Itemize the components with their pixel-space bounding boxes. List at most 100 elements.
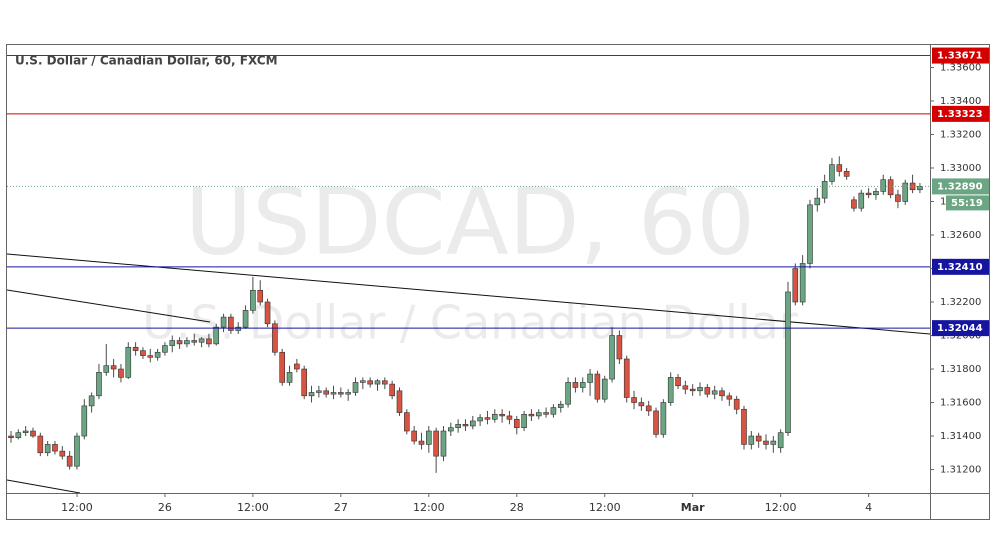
candle-body <box>213 326 220 345</box>
candle-body <box>579 382 586 388</box>
candle-body <box>653 410 659 435</box>
x-tick-label: 12:00 <box>61 501 93 514</box>
candle-body <box>557 403 564 408</box>
candle-body <box>623 358 630 398</box>
candle-body <box>433 430 439 457</box>
candle-body <box>572 382 579 388</box>
candle-body <box>455 424 461 428</box>
candle-body <box>272 323 278 353</box>
y-tick-label: 1.31800 <box>940 364 981 375</box>
candle-body <box>316 390 322 393</box>
watermark-symbol: USDCAD, 60 <box>185 168 755 275</box>
y-tick-label: 1.33000 <box>940 163 981 174</box>
candle-body <box>411 430 417 442</box>
level-label: 1.32410 <box>937 262 983 273</box>
candle-body <box>374 380 381 385</box>
trend-line <box>6 289 211 323</box>
candle-body <box>118 368 124 378</box>
level-label: 1.33671 <box>937 51 983 62</box>
candle-body <box>895 194 901 202</box>
level-label-box <box>932 47 989 64</box>
candle-body <box>858 192 865 209</box>
candle-body <box>404 412 410 432</box>
level-label: 1.32044 <box>937 323 983 334</box>
candle-body <box>81 405 88 437</box>
x-tick-label: 28 <box>510 501 524 514</box>
candle-body <box>132 346 139 351</box>
candle-body <box>741 408 747 445</box>
candle-body <box>484 417 491 420</box>
chart-title: U.S. Dollar / Canadian Dollar, 60, FXCM <box>15 54 278 68</box>
y-tick-label: 1.31600 <box>940 398 981 409</box>
candle-body <box>917 186 923 191</box>
candle-body <box>477 417 483 422</box>
candle-body <box>785 291 791 433</box>
candle-body <box>631 397 637 403</box>
candle-body <box>543 412 549 415</box>
candle-body <box>836 164 843 172</box>
candle-body <box>74 435 80 467</box>
candle-body <box>792 268 799 303</box>
candle-body <box>491 413 498 420</box>
frame <box>6 44 990 520</box>
candle-body <box>755 435 762 442</box>
y-tick-label: 1.31400 <box>940 431 981 442</box>
candle-body <box>37 435 44 454</box>
candle-body <box>697 387 703 392</box>
candle-body <box>22 430 29 433</box>
candle-body <box>88 395 95 407</box>
candle-body <box>748 435 755 445</box>
countdown-box <box>946 195 989 211</box>
candle-body <box>609 335 615 380</box>
trend-line <box>6 253 931 335</box>
candle-body <box>30 430 36 437</box>
candle-body <box>206 338 212 345</box>
candle-body <box>323 390 329 395</box>
candle-body <box>66 455 73 467</box>
candle-body <box>777 432 784 449</box>
candle-body <box>660 402 667 435</box>
x-tick-label: 4 <box>865 501 872 514</box>
candle-body <box>528 413 535 417</box>
candle-body <box>873 191 879 196</box>
candle-body <box>154 351 161 358</box>
candle-body <box>770 440 777 445</box>
candle-body <box>887 179 894 196</box>
candle-body <box>565 382 571 405</box>
candle-body <box>96 372 102 397</box>
candle-body <box>601 378 608 400</box>
candle-body <box>367 380 373 385</box>
candle-body <box>550 407 557 415</box>
candle-body <box>382 380 388 385</box>
candle-body <box>8 435 14 439</box>
candle-body <box>506 415 513 420</box>
candle-body <box>594 373 601 400</box>
candle-body <box>447 427 454 432</box>
candle-body <box>902 182 909 202</box>
current-price-box <box>932 178 989 195</box>
candle-body <box>667 377 674 403</box>
candle-body <box>52 444 58 452</box>
y-tick-label: 1.33400 <box>940 96 981 107</box>
candle-body <box>235 326 242 331</box>
candle-body <box>220 316 227 328</box>
candle-body <box>352 382 359 393</box>
y-tick-label: 1.32200 <box>940 297 981 308</box>
candle-body <box>843 171 850 177</box>
candle-body <box>184 340 190 345</box>
candle-body <box>535 412 542 417</box>
level-label-box <box>932 105 989 122</box>
y-tick-label: 1.32600 <box>940 230 981 241</box>
candle-body <box>440 430 447 457</box>
trend-line <box>6 479 81 494</box>
candle-body <box>242 310 249 328</box>
candle-body <box>140 350 146 356</box>
watermark-description: U.S. Dollar / Canadian Dollar <box>142 296 798 350</box>
x-tick-label: 12:00 <box>413 501 445 514</box>
candle-body <box>264 301 271 325</box>
candle-body <box>689 388 696 392</box>
candle-body <box>360 380 366 383</box>
candle-body <box>176 340 183 345</box>
candle-body <box>711 390 718 395</box>
candle-body <box>704 387 711 395</box>
